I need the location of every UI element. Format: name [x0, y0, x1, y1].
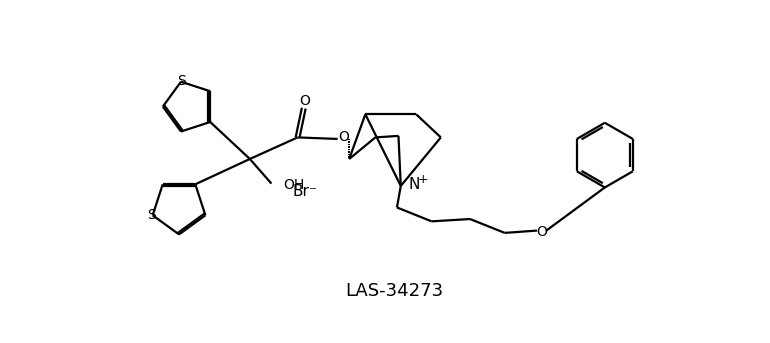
Text: OH: OH: [283, 178, 305, 192]
Text: O: O: [536, 225, 547, 239]
Text: S: S: [148, 208, 156, 222]
Text: O: O: [299, 94, 310, 108]
Text: O: O: [338, 130, 350, 144]
Text: S: S: [177, 74, 186, 88]
Text: N: N: [408, 177, 420, 192]
Text: Br⁻: Br⁻: [292, 184, 317, 199]
Text: LAS-34273: LAS-34273: [346, 282, 444, 300]
Text: +: +: [417, 173, 428, 186]
